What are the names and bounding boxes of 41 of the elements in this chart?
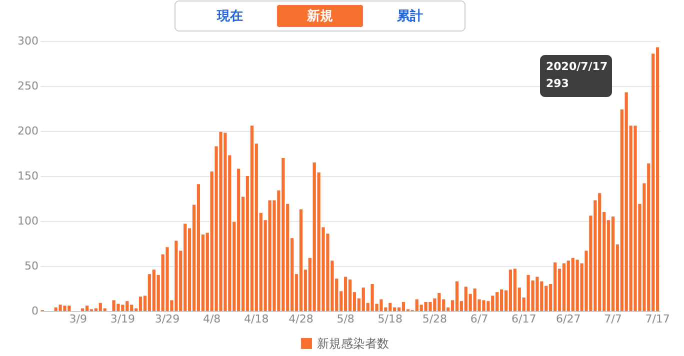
- x-tick-label: 6/27: [556, 312, 581, 326]
- bar: [299, 209, 303, 311]
- bar: [402, 302, 406, 311]
- bar: [562, 263, 566, 311]
- x-tick-label: 6/7: [470, 312, 488, 326]
- bar: [85, 306, 89, 311]
- bar: [196, 184, 200, 311]
- x-tick-label: 3/29: [154, 312, 180, 326]
- x-tick-label: 4/18: [244, 312, 269, 326]
- y-tick-label: 0: [32, 304, 38, 318]
- y-tick-label: 200: [18, 124, 38, 138]
- x-tick-label: 6/17: [511, 312, 536, 326]
- x-tick-label: 3/9: [69, 312, 87, 326]
- annotation: 293: [546, 77, 569, 90]
- bar: [611, 216, 615, 311]
- x-tick-label: 3/19: [110, 312, 136, 326]
- x-tick-label: 5/8: [336, 312, 354, 326]
- bar: [508, 270, 512, 311]
- legend-label: 新規感染者数: [317, 336, 389, 350]
- x-tick-label: 7/7: [604, 312, 622, 326]
- bar: [500, 289, 504, 311]
- x-tick-label: 4/28: [288, 312, 314, 326]
- y-tick-label: 250: [18, 80, 38, 92]
- y-tick-label: 150: [18, 170, 38, 182]
- bar: [455, 281, 459, 311]
- text: 累計: [396, 8, 423, 24]
- text: 現在: [216, 9, 243, 24]
- y-tick-label: 300: [18, 34, 38, 48]
- bar: [344, 276, 348, 311]
- bar: [138, 296, 142, 311]
- y-tick-label: 50: [24, 260, 38, 272]
- bar: [656, 47, 660, 311]
- x-tick-label: 4/8: [202, 312, 221, 326]
- x-tick-label: 5/18: [378, 312, 402, 326]
- text: 新規: [306, 8, 333, 24]
- bar: [553, 262, 557, 311]
- y-tick-label: 100: [18, 214, 38, 228]
- annotation: 2020/7/17: [546, 60, 608, 73]
- x-tick-label: 7/17: [645, 312, 670, 326]
- x-tick-label: 5/28: [422, 312, 448, 326]
- bar: [348, 280, 352, 311]
